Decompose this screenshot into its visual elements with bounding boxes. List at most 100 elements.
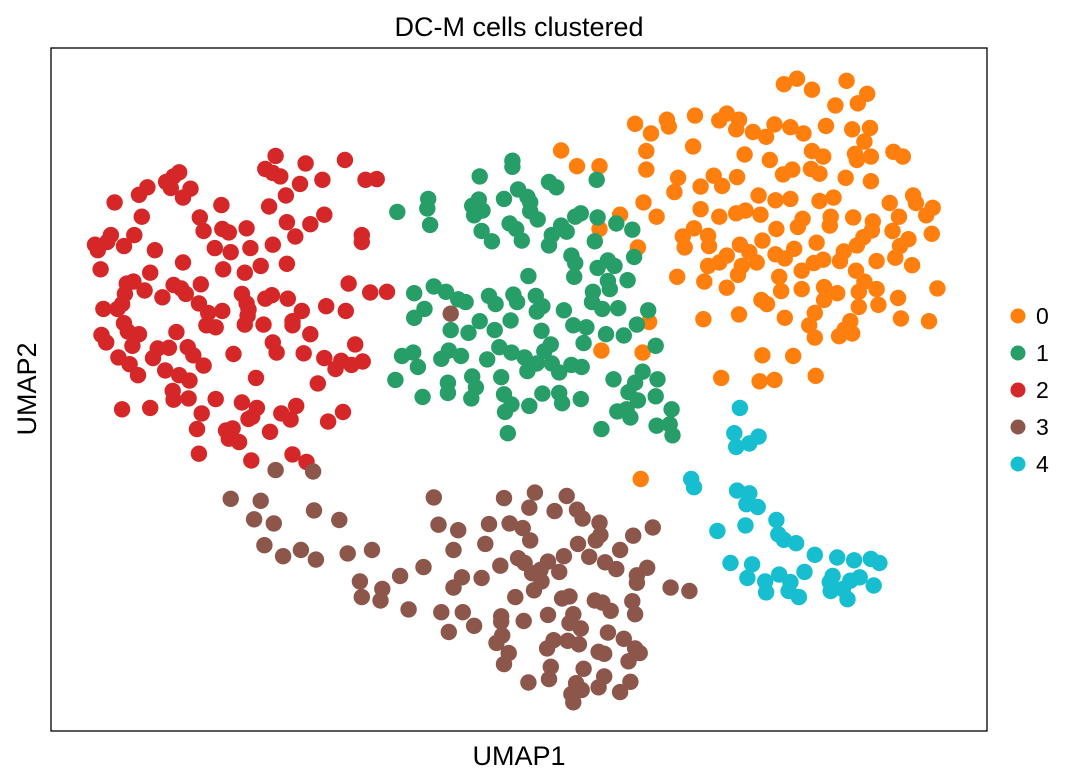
point-cluster-3-87	[572, 620, 589, 637]
point-cluster-1-75	[442, 321, 459, 339]
point-cluster-2-50	[236, 264, 253, 281]
point-cluster-1-70	[565, 317, 582, 334]
point-cluster-0-72	[890, 208, 908, 225]
point-cluster-2-120	[233, 394, 251, 411]
point-cluster-3-53	[639, 559, 656, 576]
point-cluster-3-99	[495, 655, 513, 673]
point-cluster-0-10	[711, 112, 728, 129]
point-cluster-0-152	[807, 367, 824, 384]
point-cluster-3-18	[501, 515, 518, 532]
point-cluster-4-0	[731, 399, 749, 417]
point-cluster-4-37	[822, 582, 839, 600]
point-cluster-1-39	[606, 257, 623, 275]
point-cluster-0-28	[736, 146, 753, 163]
point-cluster-1-20	[389, 203, 406, 221]
point-cluster-2-114	[343, 356, 360, 374]
chart-title: DC-M cells clustered	[394, 12, 643, 42]
point-cluster-2-18	[174, 189, 192, 206]
point-cluster-3-2	[304, 463, 322, 480]
point-cluster-0-125	[772, 282, 790, 300]
legend: 0 1 2 3 4	[1010, 303, 1049, 477]
point-cluster-2-73	[200, 304, 217, 322]
point-cluster-2-53	[192, 276, 209, 293]
point-cluster-2-47	[278, 255, 296, 272]
point-cluster-3-101	[542, 658, 559, 675]
point-cluster-4-13	[709, 522, 726, 540]
point-cluster-2-116	[309, 375, 326, 392]
point-cluster-0-89	[754, 232, 771, 249]
point-cluster-0-24	[856, 133, 873, 150]
point-cluster-3-80	[454, 604, 471, 621]
point-cluster-1-22	[529, 211, 546, 228]
point-cluster-1-65	[406, 309, 423, 326]
point-cluster-2-108	[195, 357, 212, 374]
point-cluster-3-36	[644, 519, 661, 536]
point-cluster-0-77	[768, 220, 785, 238]
point-cluster-2-41	[264, 236, 281, 253]
point-cluster-1-93	[573, 358, 590, 376]
point-cluster-2-92	[98, 334, 115, 351]
point-cluster-1-29	[558, 223, 575, 240]
point-cluster-1-7	[495, 190, 513, 208]
point-cluster-3-20	[591, 514, 608, 531]
point-cluster-4-3	[741, 435, 758, 452]
point-cluster-2-25	[278, 214, 296, 231]
point-cluster-1-87	[440, 342, 457, 359]
point-cluster-4-6	[685, 479, 703, 496]
point-cluster-1-117	[629, 392, 647, 409]
point-cluster-0-2	[838, 72, 855, 90]
point-cluster-3-111	[565, 694, 582, 711]
point-cluster-0-15	[642, 125, 660, 142]
point-cluster-2-20	[213, 196, 230, 214]
point-cluster-2-13	[162, 179, 179, 197]
point-cluster-3-59	[507, 588, 524, 606]
point-cluster-0-118	[718, 279, 735, 296]
point-cluster-2-19	[106, 194, 123, 211]
point-cluster-0-27	[638, 142, 655, 160]
point-cluster-0-102	[718, 247, 735, 264]
point-cluster-2-12	[291, 175, 309, 193]
point-cluster-0-142	[830, 328, 848, 345]
point-cluster-2-68	[279, 290, 296, 307]
point-cluster-1-31	[483, 233, 501, 250]
point-cluster-3-39	[415, 558, 432, 576]
point-cluster-4-32	[851, 569, 868, 586]
legend-label-3: 3	[1036, 414, 1049, 440]
point-cluster-3-30	[339, 545, 356, 562]
point-cluster-2-111	[129, 367, 147, 384]
point-cluster-1-54	[508, 293, 526, 311]
point-cluster-2-5	[272, 168, 289, 185]
point-cluster-2-78	[337, 302, 354, 320]
point-cluster-2-38	[89, 242, 107, 259]
point-cluster-2-134	[188, 420, 206, 438]
point-cluster-2-140	[190, 445, 208, 462]
point-cluster-1-82	[503, 344, 520, 361]
point-cluster-1-95	[387, 371, 404, 389]
point-cluster-1-38	[567, 254, 584, 272]
point-cluster-1-94	[409, 358, 427, 376]
point-cluster-3-11	[521, 499, 538, 516]
point-cluster-1-119	[609, 403, 626, 420]
point-cluster-1-81	[536, 343, 553, 360]
point-cluster-0-114	[771, 268, 788, 285]
point-cluster-0-53	[750, 187, 767, 204]
point-cluster-0-141	[801, 317, 818, 334]
point-cluster-2-71	[109, 300, 126, 318]
point-cluster-3-31	[363, 541, 381, 559]
point-cluster-0-58	[767, 192, 784, 209]
point-cluster-1-71	[578, 319, 595, 336]
point-cluster-0-20	[844, 121, 861, 138]
point-cluster-3-15	[331, 511, 348, 529]
point-cluster-3-41	[473, 569, 490, 587]
point-cluster-0-105	[868, 252, 885, 270]
point-cluster-1-120	[496, 403, 514, 421]
point-cluster-2-132	[193, 405, 210, 422]
point-cluster-0-130	[695, 311, 712, 328]
point-cluster-0-119	[669, 268, 686, 285]
point-cluster-2-139	[230, 433, 248, 451]
legend-label-4: 4	[1036, 451, 1049, 477]
point-cluster-3-94	[590, 643, 607, 660]
point-cluster-1-43	[619, 272, 636, 289]
point-cluster-0-52	[635, 194, 652, 211]
point-cluster-1-25	[473, 222, 490, 240]
